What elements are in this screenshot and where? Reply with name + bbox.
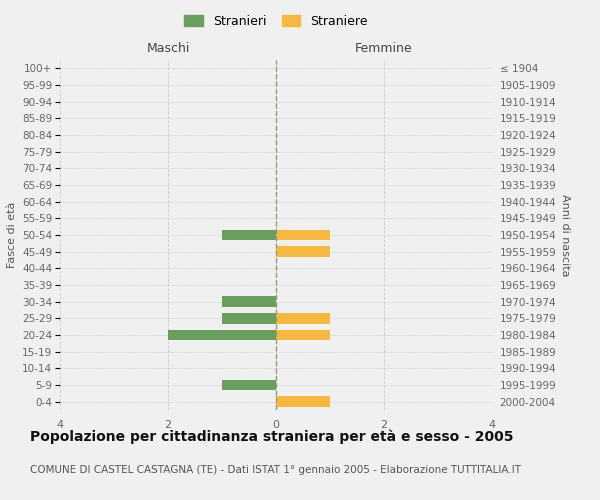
Bar xyxy=(222,230,276,240)
Bar xyxy=(168,330,276,340)
Bar xyxy=(222,313,276,324)
Bar xyxy=(276,330,330,340)
Legend: Stranieri, Straniere: Stranieri, Straniere xyxy=(181,11,371,32)
Text: Popolazione per cittadinanza straniera per età e sesso - 2005: Popolazione per cittadinanza straniera p… xyxy=(30,430,514,444)
Bar xyxy=(222,296,276,307)
Bar xyxy=(276,396,330,407)
Text: Femmine: Femmine xyxy=(355,42,413,55)
Bar xyxy=(276,230,330,240)
Bar xyxy=(276,313,330,324)
Text: Maschi: Maschi xyxy=(146,42,190,55)
Y-axis label: Fasce di età: Fasce di età xyxy=(7,202,17,268)
Text: COMUNE DI CASTEL CASTAGNA (TE) - Dati ISTAT 1° gennaio 2005 - Elaborazione TUTTI: COMUNE DI CASTEL CASTAGNA (TE) - Dati IS… xyxy=(30,465,521,475)
Bar xyxy=(222,380,276,390)
Bar xyxy=(276,246,330,257)
Y-axis label: Anni di nascita: Anni di nascita xyxy=(560,194,570,276)
